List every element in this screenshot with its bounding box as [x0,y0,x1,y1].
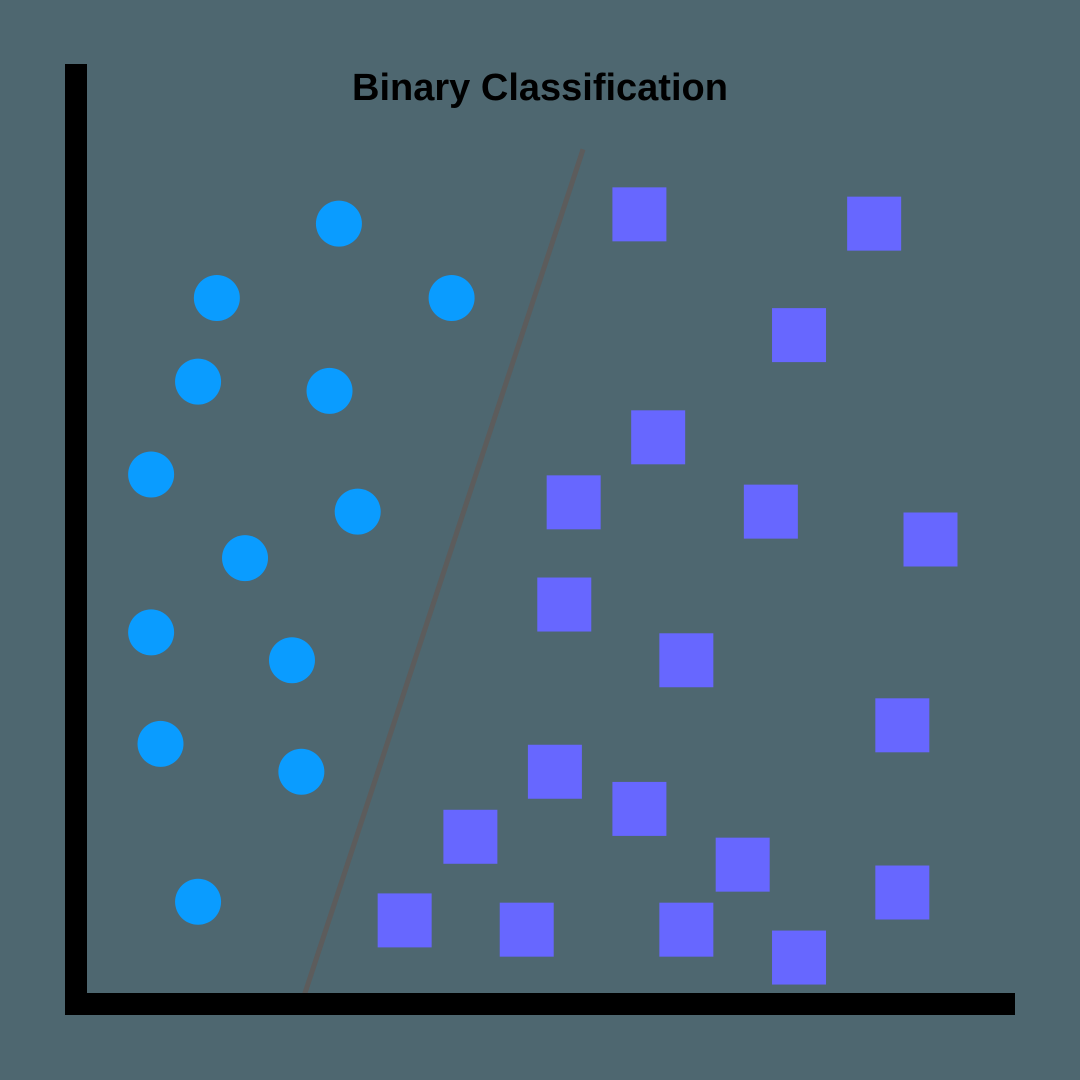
class-a-point [428,274,475,321]
class-a-point [315,200,362,247]
decision-boundary-line [298,148,586,1005]
class-a-point [334,488,381,535]
class-b-point [715,837,770,892]
class-b-point [743,484,798,539]
class-a-point [222,535,269,582]
class-a-point [268,637,315,684]
class-a-point [137,720,184,767]
class-b-point [772,308,827,363]
class-a-point [128,609,175,656]
class-b-point [875,698,930,753]
class-b-point [612,187,667,242]
class-b-point [903,512,958,567]
class-b-point [659,902,714,957]
class-a-point [175,878,222,925]
class-a-point [278,748,325,795]
class-b-point [546,475,601,530]
class-a-point [193,274,240,321]
class-b-point [377,893,432,948]
class-a-point [175,358,222,405]
class-b-point [659,633,714,688]
class-a-point [128,451,175,498]
class-b-point [847,196,902,251]
class-b-point [527,744,582,799]
scatter-points [128,187,958,985]
class-a-point [306,367,353,414]
class-b-point [499,902,554,957]
class-b-point [537,577,592,632]
class-b-point [875,865,930,920]
class-b-point [772,930,827,985]
class-b-point [612,781,667,836]
class-b-point [631,410,686,465]
class-b-point [443,809,498,864]
chart-title: Binary Classification [352,67,728,109]
